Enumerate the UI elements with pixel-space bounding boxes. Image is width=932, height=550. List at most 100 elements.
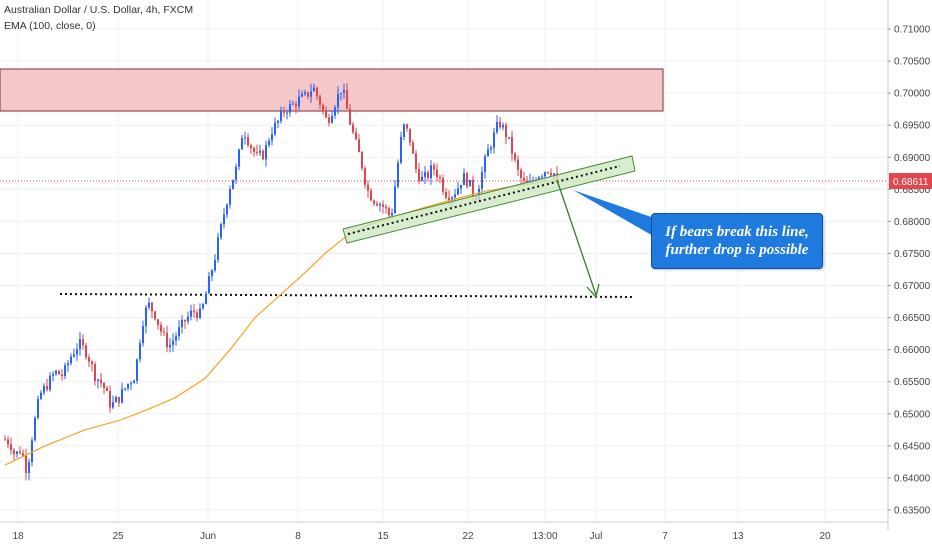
trendline-dotted[interactable]	[347, 165, 621, 235]
candle-body	[241, 138, 243, 150]
candle-body	[307, 92, 309, 97]
candle-body	[283, 111, 285, 113]
x-tick-label: 20	[819, 531, 831, 542]
candle-body	[328, 117, 330, 123]
price-axis[interactable]: 0.71000 0.70500 0.70000 0.69500 0.69000 0.685…	[887, 0, 931, 530]
candle-body	[79, 339, 81, 350]
y-tick-label: 0.66500	[894, 313, 931, 324]
candle-body	[316, 87, 318, 97]
candle-body	[235, 166, 237, 180]
candle-body	[100, 379, 102, 384]
candle-body	[418, 169, 420, 182]
candle-body	[223, 214, 225, 225]
projection-arrow[interactable]	[556, 179, 600, 299]
candle-body	[496, 121, 498, 133]
candle-body	[409, 128, 411, 143]
candle-body	[148, 302, 150, 308]
candle-body	[172, 340, 174, 345]
candle-body	[319, 96, 321, 105]
candle-body	[352, 124, 354, 133]
candle-body	[118, 397, 120, 403]
candle-body	[145, 307, 147, 327]
candle-body	[229, 189, 231, 205]
candle-body	[28, 462, 30, 473]
x-tick-label: 7	[662, 531, 668, 542]
candle-body	[97, 379, 99, 382]
candle-body	[379, 204, 381, 206]
candle-body	[412, 142, 414, 154]
candle-body	[244, 137, 246, 139]
y-tick-label: 0.64000	[894, 473, 931, 484]
candle-body	[262, 150, 264, 160]
trend-channel[interactable]	[342, 155, 636, 244]
candle-body	[424, 172, 426, 177]
candle-body	[286, 112, 288, 114]
candle-body	[331, 115, 333, 123]
candle-body	[289, 104, 291, 113]
callout-line-1: If bears break this line,	[665, 224, 809, 240]
candle-body	[217, 237, 219, 260]
candle-body	[193, 310, 195, 313]
symbol-title[interactable]: Australian Dollar / U.S. Dollar, 4h, FXC…	[4, 4, 194, 16]
candle-body	[151, 302, 153, 312]
candle-body	[373, 200, 375, 204]
candle-body	[493, 132, 495, 148]
y-tick-label: 0.67000	[894, 281, 931, 292]
candle-body	[361, 151, 363, 169]
y-tick-label: 0.64500	[894, 441, 931, 452]
candle-body	[346, 90, 348, 109]
x-tick-label: 8	[295, 531, 301, 542]
candle-body	[238, 149, 240, 167]
candle-body	[406, 124, 408, 129]
candle-body	[169, 344, 171, 348]
candle-body	[199, 308, 201, 318]
candle-body	[481, 172, 483, 189]
candle-body	[70, 356, 72, 364]
candle-body	[517, 159, 519, 170]
candle-body	[514, 153, 516, 160]
candle-body	[427, 172, 429, 179]
candle-body	[187, 316, 189, 322]
y-tick-label: 0.69500	[894, 121, 931, 132]
candle-body	[484, 156, 486, 173]
candle-body	[397, 162, 399, 187]
candle-body	[442, 178, 444, 192]
candle-body	[115, 397, 117, 403]
y-tick-label: 0.66000	[894, 345, 931, 356]
x-tick-label: 18	[12, 531, 24, 542]
candle-body	[85, 345, 87, 358]
annotation-callout[interactable]: If bears break this line, further drop i…	[651, 213, 823, 269]
candle-body	[265, 145, 267, 160]
candle-body	[157, 319, 159, 325]
candle-body	[394, 186, 396, 213]
candle-body	[538, 177, 540, 181]
candle-body	[382, 204, 384, 207]
chart-legend: Australian Dollar / U.S. Dollar, 4h, FXC…	[4, 2, 193, 34]
candle-body	[220, 224, 222, 238]
time-axis[interactable]: 18 25 Jun 8 15 22 13:00 Jul 7 13 20	[0, 521, 888, 542]
candle-body	[391, 212, 393, 216]
candle-body	[271, 134, 273, 141]
candle-body	[139, 343, 141, 360]
candle-body	[106, 387, 108, 391]
candle-body	[49, 375, 51, 390]
candle-body	[280, 111, 282, 122]
candle-body	[133, 380, 135, 384]
indicator-label[interactable]: EMA (100, close, 0)	[4, 20, 96, 32]
candle-body	[37, 399, 39, 418]
candle-body	[313, 87, 315, 92]
resistance-zone[interactable]	[0, 68, 664, 112]
candle-body	[142, 326, 144, 344]
candle-body	[277, 121, 279, 123]
candle-body	[22, 453, 24, 456]
candle-body	[31, 440, 33, 463]
candle-body	[178, 327, 180, 337]
support-dotted-line[interactable]	[59, 293, 635, 298]
candle-body	[460, 185, 462, 189]
candle-body	[400, 136, 402, 163]
candle-body	[211, 270, 213, 277]
candle-body	[454, 194, 456, 198]
candle-body	[64, 365, 66, 376]
